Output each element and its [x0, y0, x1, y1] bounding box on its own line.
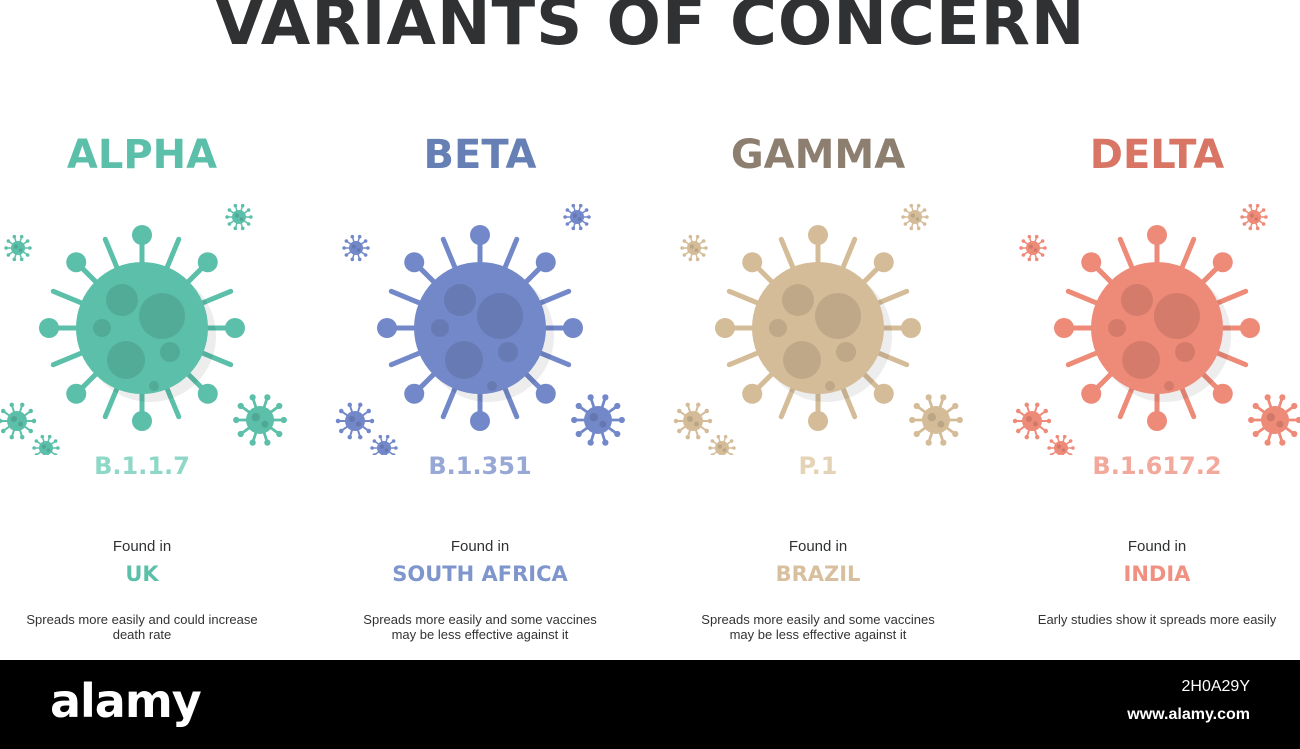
- variant-description: Spreads more easily and could increase d…: [26, 612, 258, 642]
- variant-code: B.1.351: [428, 452, 532, 480]
- variant-country: INDIA: [1123, 562, 1191, 586]
- virus-icon: [335, 203, 625, 455]
- variant-name: BETA: [423, 132, 537, 178]
- found-in-label: Found in: [1127, 538, 1187, 555]
- variant-code: B.1.617.2: [1092, 452, 1222, 480]
- virus-icon: [0, 203, 287, 455]
- virus-icon: [673, 203, 963, 455]
- variant-country: UK: [125, 562, 159, 586]
- variant-description: Spreads more easily and some vaccines ma…: [701, 612, 935, 642]
- image-id: 2H0A29Y: [1181, 678, 1251, 695]
- page-title: VARIANTS OF CONCERN: [214, 0, 1086, 60]
- variant-description: Spreads more easily and some vaccines ma…: [363, 612, 597, 642]
- found-in-label: Found in: [112, 538, 172, 555]
- found-in-label: Found in: [450, 538, 510, 555]
- variant-column-delta: DELTA B.1.617.2 Found in INDIA Early stu…: [1007, 0, 1300, 660]
- variant-description: Early studies show it spreads more easil…: [1037, 612, 1277, 627]
- variant-name: ALPHA: [66, 132, 218, 178]
- alamy-logo: alamy: [50, 674, 202, 728]
- found-in-label: Found in: [788, 538, 848, 555]
- variant-column-beta: BETA B.1.351 Found in SOUTH AFRICA Sprea…: [330, 0, 630, 660]
- variant-country: BRAZIL: [775, 562, 861, 586]
- variant-code: B.1.1.7: [94, 452, 190, 480]
- variant-column-gamma: GAMMA P.1 Found in BRAZIL Spreads more e…: [668, 0, 968, 660]
- virus-icon: [1012, 203, 1300, 455]
- site-url: www.alamy.com: [1127, 706, 1250, 723]
- variant-column-alpha: ALPHA B.1.1.7 Found in UK Spreads more e…: [0, 0, 292, 660]
- variant-name: DELTA: [1089, 132, 1225, 178]
- watermark-footer: alamy 2H0A29Y www.alamy.com: [0, 660, 1300, 749]
- variant-country: SOUTH AFRICA: [392, 562, 568, 586]
- variant-code: P.1: [798, 452, 838, 480]
- variant-name: GAMMA: [730, 132, 906, 178]
